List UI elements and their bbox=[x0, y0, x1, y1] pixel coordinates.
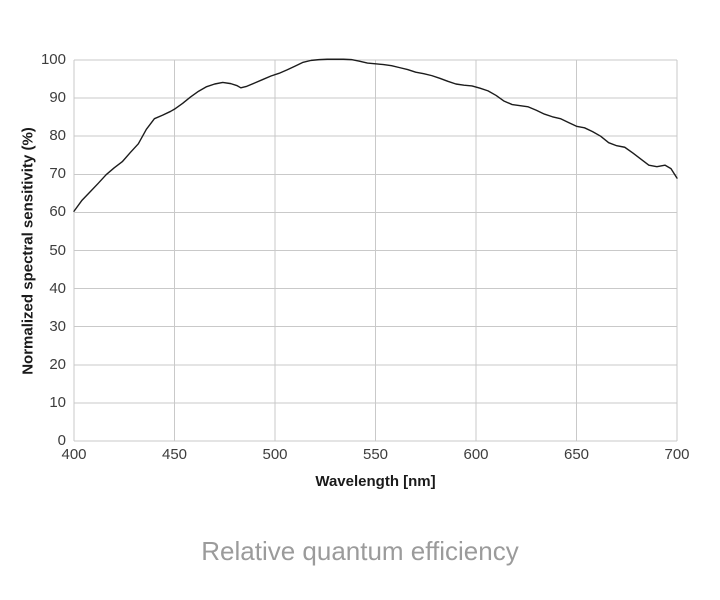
x-tick-label: 550 bbox=[362, 446, 389, 463]
gridlines bbox=[73, 59, 678, 442]
normalized-spectral-sensitivity-curve bbox=[73, 58, 678, 212]
figure-caption: Relative quantum efficiency bbox=[201, 536, 519, 566]
x-tick-label: 600 bbox=[463, 446, 489, 463]
x-tick-label: 700 bbox=[664, 446, 690, 463]
y-tick-label: 60 bbox=[49, 203, 66, 221]
y-tick-label: 10 bbox=[49, 393, 66, 411]
y-tick-label: 40 bbox=[49, 279, 66, 297]
x-tick-label: 450 bbox=[161, 446, 188, 463]
y-tick-label: 70 bbox=[49, 165, 66, 183]
y-tick-label: 80 bbox=[49, 127, 66, 145]
x-axis-title: Wavelength [nm] bbox=[315, 473, 436, 490]
y-tick-label: 100 bbox=[40, 51, 66, 68]
x-tick-label: 650 bbox=[563, 446, 590, 463]
x-tick-label: 400 bbox=[61, 446, 87, 463]
y-tick-label: 50 bbox=[49, 241, 66, 259]
x-tick-label: 500 bbox=[262, 446, 288, 463]
y-tick-label: 30 bbox=[49, 317, 66, 335]
y-tick-label: 0 bbox=[57, 432, 66, 449]
plot-area bbox=[73, 58, 678, 442]
y-tick-label: 20 bbox=[49, 355, 66, 373]
y-tick-label: 90 bbox=[49, 89, 66, 107]
